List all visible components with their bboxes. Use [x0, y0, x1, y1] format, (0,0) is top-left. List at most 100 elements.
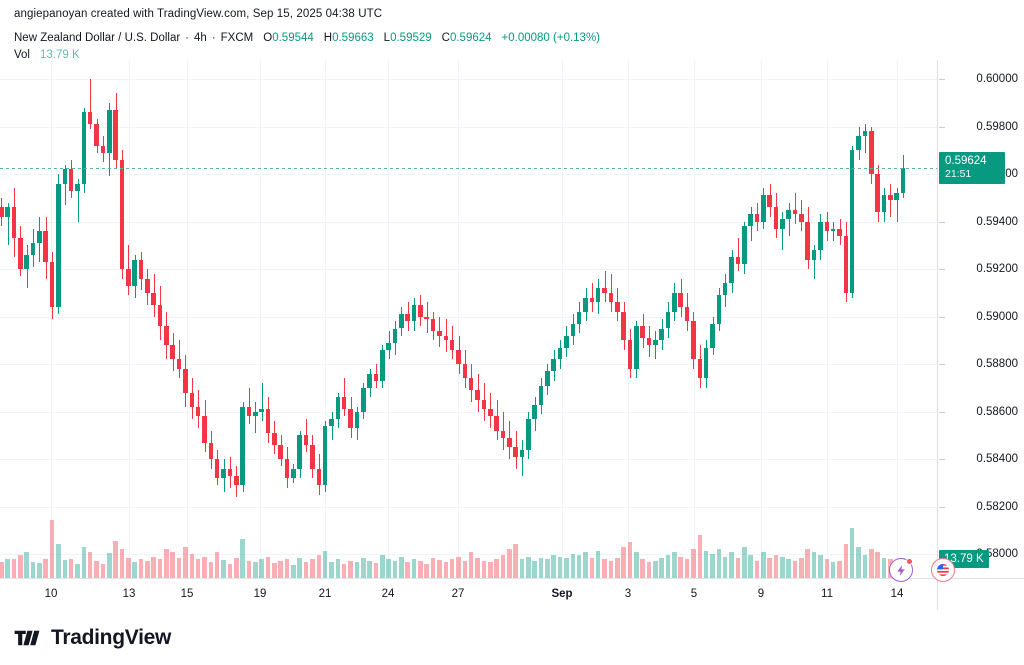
candle-body: [87, 112, 93, 125]
volume-bar: [608, 560, 614, 578]
candle-body: [741, 226, 747, 265]
candle-wick: [605, 271, 606, 303]
candle-body: [246, 406, 252, 417]
candle-body: [697, 359, 703, 379]
us-flag-icon: [937, 564, 949, 576]
volume-bar: [310, 559, 315, 578]
volume-bar: [138, 558, 144, 578]
candle-body: [526, 418, 531, 450]
volume-bar: [335, 559, 341, 578]
volume-bar: [519, 559, 525, 578]
candle-body: [405, 314, 410, 322]
price-gridline: [0, 506, 937, 508]
candle-body: [81, 112, 87, 184]
volume-bar: [132, 561, 137, 578]
candle-body: [487, 409, 493, 417]
interval-label[interactable]: 4h: [194, 32, 207, 44]
candle-body: [621, 311, 626, 341]
time-gridline: [827, 60, 828, 578]
candle-wick: [78, 178, 79, 222]
open-key: O: [263, 32, 273, 44]
candle-wick: [249, 387, 250, 424]
volume-bar: [430, 558, 436, 578]
volume-bar: [30, 562, 36, 578]
volume-bar: [862, 555, 868, 578]
candle-body: [329, 418, 334, 426]
current-price-tag[interactable]: 0.59624 21:51: [939, 152, 1005, 185]
candle-body: [176, 359, 182, 369]
candle-body: [583, 297, 588, 312]
candle-body: [11, 207, 17, 239]
lightning-badge[interactable]: [889, 558, 913, 582]
price-gridline: [0, 459, 937, 461]
volume-bar: [551, 555, 557, 578]
candle-body: [151, 292, 156, 305]
volume-bar: [176, 558, 182, 578]
volume-bar: [303, 562, 309, 578]
price-axis[interactable]: 0.600000.598000.596000.594000.592000.590…: [937, 60, 1024, 578]
candle-body: [754, 214, 760, 222]
change-value: +0.00080 (+0.13%): [501, 32, 601, 44]
time-axis[interactable]: 10 13 15 19 21 24 27 Sep 3 5 9 11 14: [0, 578, 937, 610]
chart-legend: New Zealand Dollar / U.S. Dollar · 4h · FXCM…: [14, 31, 600, 63]
candle-body: [164, 326, 169, 346]
candle-wick: [897, 188, 898, 222]
candle-body: [68, 169, 74, 191]
volume-bar: [322, 550, 328, 578]
price-gridline: [0, 554, 937, 556]
candle-body: [761, 195, 766, 222]
volume-bar: [703, 550, 709, 578]
volume-bar: [284, 559, 290, 578]
price-gridline: [0, 126, 937, 128]
candle-body: [56, 183, 61, 308]
legend-symbol-row: New Zealand Dollar / U.S. Dollar · 4h · FXCM…: [14, 31, 600, 46]
us-flag-badge[interactable]: [931, 558, 955, 582]
candle-body: [380, 349, 385, 381]
candle-body: [341, 397, 347, 410]
volume-bar: [780, 556, 785, 578]
candle-body: [335, 397, 341, 419]
volume-bar: [583, 552, 588, 578]
volume-bar: [240, 539, 245, 578]
volume-bar: [729, 552, 734, 578]
volume-bar: [595, 550, 601, 578]
volume-bar: [868, 549, 874, 578]
volume-bar: [621, 546, 626, 578]
candle-body: [233, 475, 239, 486]
candle-body: [773, 207, 779, 229]
candle-body: [202, 416, 207, 443]
time-gridline: [897, 60, 898, 578]
chart-plot-area[interactable]: [0, 60, 937, 578]
time-gridline: [325, 60, 326, 578]
volume-bar: [399, 556, 404, 578]
candle-body: [437, 330, 442, 336]
symbol-name[interactable]: New Zealand Dollar / U.S. Dollar: [14, 32, 181, 44]
candle-body: [519, 449, 525, 457]
tradingview-logo[interactable]: TradingView: [14, 626, 171, 650]
candle-body: [513, 447, 518, 457]
volume-bar: [126, 558, 131, 578]
price-tick-label: 0.59400: [976, 215, 1018, 228]
candle-wick: [789, 202, 790, 236]
candle-body: [360, 387, 366, 412]
candle-body: [837, 228, 842, 236]
volume-bar: [265, 556, 271, 578]
price-tick-mark: [939, 459, 945, 461]
candle-body: [710, 323, 715, 348]
candle-body: [576, 311, 582, 324]
volume-bar: [354, 562, 360, 578]
candle-body: [75, 183, 80, 191]
candle-body: [602, 288, 607, 293]
candle-body: [157, 304, 163, 327]
current-price-value: 0.59624: [945, 155, 987, 168]
volume-bar: [640, 559, 645, 578]
volume-bar: [291, 565, 296, 578]
candle-body: [608, 292, 614, 303]
candle-body: [265, 409, 271, 434]
volume-bar: [627, 542, 633, 578]
candle-body: [691, 321, 696, 360]
volume-bar: [500, 555, 506, 578]
candle-wick: [865, 124, 866, 153]
volume-bar: [56, 543, 61, 578]
candle-body: [634, 326, 639, 369]
